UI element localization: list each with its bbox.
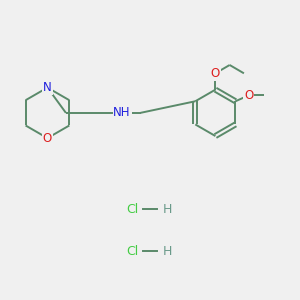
- Text: H: H: [163, 244, 172, 258]
- Text: N: N: [43, 81, 52, 94]
- Text: O: O: [43, 132, 52, 145]
- Text: Cl: Cl: [126, 244, 138, 258]
- Text: O: O: [211, 67, 220, 80]
- Text: Cl: Cl: [126, 203, 138, 216]
- Text: O: O: [244, 89, 254, 102]
- Text: NH: NH: [113, 106, 131, 119]
- Text: H: H: [163, 203, 172, 216]
